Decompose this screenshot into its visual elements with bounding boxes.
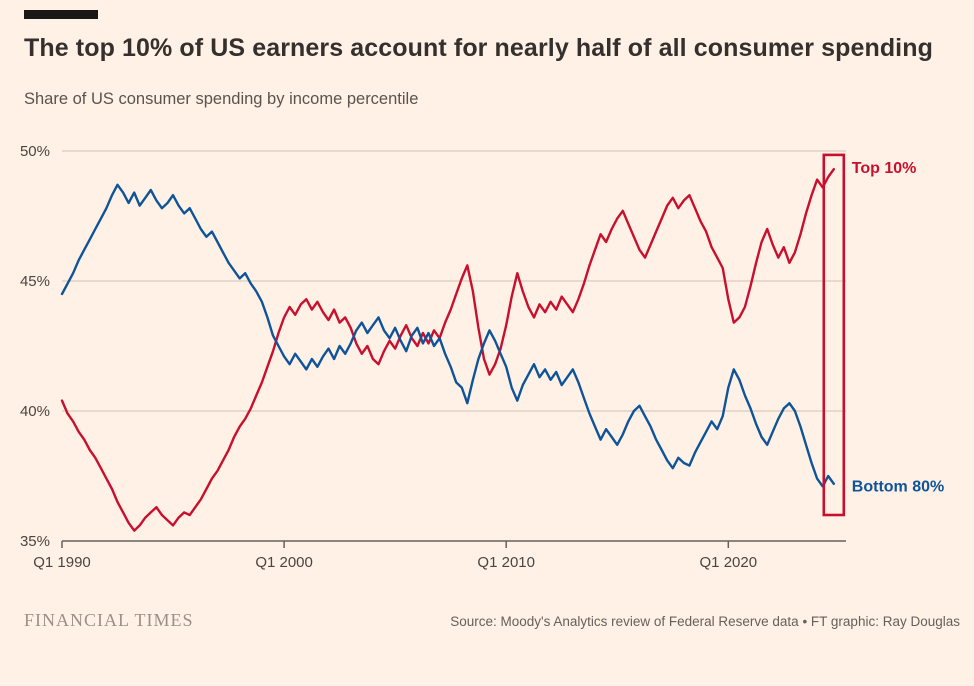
chart-area: 35% 40% 45% 50% Q1 1990 Q1 2000 Q1 2010 Q1 2020…: [0, 125, 974, 590]
ft-wordmark: FINANCIAL TIMES: [24, 610, 194, 631]
y-tick-label: 45%: [20, 273, 50, 290]
source-note: Source: Moody's Analytics review of Fede…: [450, 614, 960, 630]
x-tick-label: Q1 1990: [33, 554, 91, 571]
ft-flourish-bar: [24, 10, 98, 19]
series-line-top-10: [60, 168, 835, 533]
series-line-bottom-80: [60, 183, 835, 488]
page-title: The top 10% of US earners account for ne…: [24, 34, 933, 62]
y-tick-label: 50%: [20, 143, 50, 160]
series-label-bottom-80: Bottom 80%: [852, 479, 944, 496]
y-tick-label: 40%: [20, 403, 50, 420]
latest-quarters-highlight-box: [822, 153, 846, 517]
chart-subtitle: Share of US consumer spending by income …: [24, 90, 419, 109]
x-tick-label: Q1 2020: [700, 554, 758, 571]
series-label-top-10: Top 10%: [852, 160, 917, 177]
x-tick-label: Q1 2010: [477, 554, 535, 571]
y-tick-label: 35%: [20, 533, 50, 550]
spending-share-line-chart: 35% 40% 45% 50% Q1 1990 Q1 2000 Q1 2010 Q1 2020…: [20, 143, 944, 571]
footer: FINANCIAL TIMES Source: Moody's Analytic…: [24, 610, 960, 631]
x-tick-label: Q1 2000: [255, 554, 313, 571]
